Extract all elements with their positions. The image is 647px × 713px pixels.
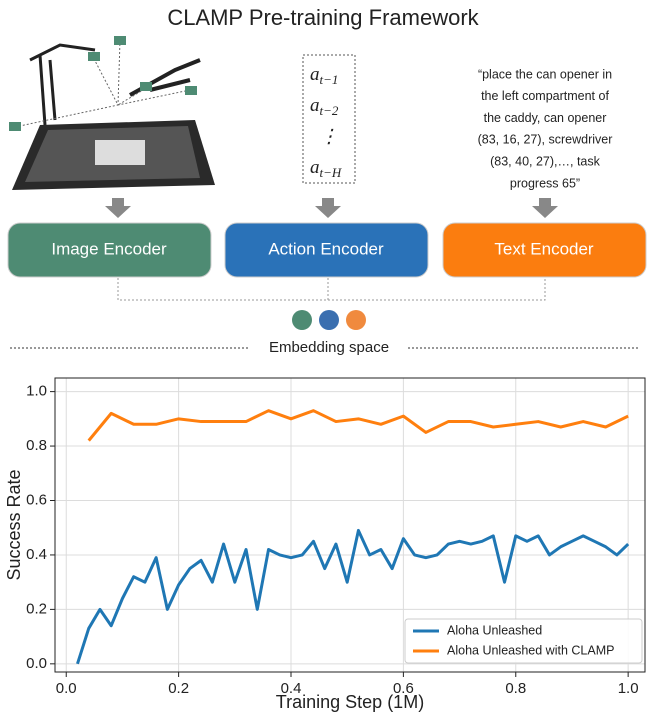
action: at−1	[310, 64, 338, 87]
prompt-line: (83, 40, 27),…, task	[490, 154, 601, 168]
prompt-line: the caddy, can opener	[484, 111, 607, 125]
y-tick-label: 0.4	[26, 546, 47, 563]
action-symbol: a	[310, 157, 320, 178]
action-subscript: t−H	[320, 165, 342, 180]
y-tick-label: 0.0	[26, 655, 47, 672]
legend-label: Aloha Unleashed	[447, 623, 542, 637]
embedding-dot	[319, 310, 339, 330]
arrows	[105, 198, 558, 218]
figure: CLAMP Pre-training Framework at−1at−2⋮at…	[0, 0, 647, 713]
action-subscript: t−1	[320, 72, 339, 87]
encoder-label: Image Encoder	[51, 239, 167, 258]
y-tick-label: 0.8	[26, 437, 47, 454]
point-cloud-image	[9, 36, 215, 190]
action: at−H	[310, 157, 342, 180]
x-axis-label: Training Step (1M)	[276, 692, 424, 712]
action-symbol: a	[310, 64, 320, 85]
action-symbol: a	[310, 95, 320, 116]
embedding-label: Embedding space	[269, 339, 389, 356]
series-line	[89, 411, 628, 441]
encoder-label: Action Encoder	[268, 239, 384, 258]
legend-label: Aloha Unleashed with CLAMP	[447, 643, 614, 657]
prompt-line: (83, 16, 27), screwdriver	[478, 133, 613, 147]
embedding-dot	[346, 310, 366, 330]
x-tick-label: 1.0	[618, 680, 639, 697]
prompt-line: the left compartment of	[481, 89, 609, 103]
y-tick-label: 0.6	[26, 491, 47, 508]
y-axis-label: Success Rate	[4, 469, 24, 580]
prompt-line: progress 65”	[510, 176, 580, 190]
x-tick-label: 0.2	[168, 680, 189, 697]
title: CLAMP Pre-training Framework	[167, 5, 479, 30]
action-ellipsis: ⋮	[320, 126, 339, 147]
x-tick-label: 0.0	[56, 680, 77, 697]
y-tick-label: 0.2	[26, 600, 47, 617]
action: at−2	[310, 95, 339, 118]
action-subscript: t−2	[320, 103, 339, 118]
x-tick-label: 0.8	[505, 680, 526, 697]
encoder-label: Text Encoder	[494, 239, 594, 258]
y-tick-label: 1.0	[26, 383, 47, 400]
connector	[118, 278, 545, 300]
prompt-line: “place the can opener in	[478, 67, 612, 81]
embedding-dot	[292, 310, 312, 330]
